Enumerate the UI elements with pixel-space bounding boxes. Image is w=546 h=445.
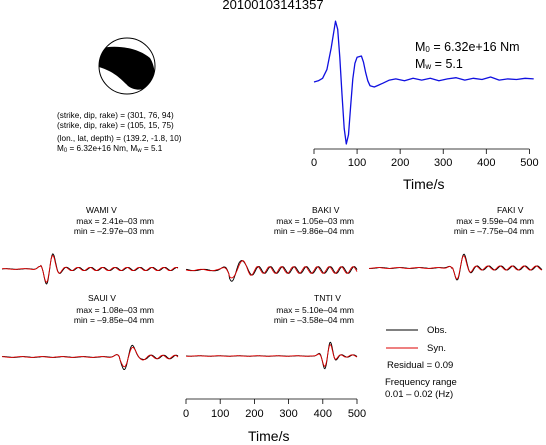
stf-x-tick-label: 400	[477, 157, 495, 169]
legend-syn: Syn.	[427, 343, 447, 354]
station-amp-wami: max = 2.41e–03 mm min = –2.97e–03 mm	[73, 216, 154, 236]
location-params: (lon., lat, depth) = (139.2, -1.8, 10)	[57, 134, 182, 143]
waveform-plot: 0 100 200 300 400 500	[1, 253, 543, 420]
figure-title: 20100103141357	[222, 0, 324, 12]
station-amp-tnti: max = 5.10e–04 mm min = –3.58e–04 mm	[273, 305, 354, 325]
waveform-wami-syn	[2, 254, 179, 283]
waveform-baki-syn	[185, 260, 358, 279]
station-label-baki: BAKI V	[312, 205, 340, 215]
waveform-x-tick-label: 200	[245, 408, 263, 420]
legend-obs: Obs.	[427, 325, 448, 336]
stf-x-tick-label: 500	[520, 157, 538, 169]
moment-params: M0 = 6.32e+16 Nm, Mw = 5.1	[57, 144, 163, 154]
station-label-wami: WAMI V	[86, 205, 117, 215]
stf-annotation: M0 = 6.32e+16 Nm Mw = 5.1	[415, 40, 520, 74]
waveform-x-tick-label: 0	[183, 408, 189, 420]
stf-series-line	[313, 20, 534, 145]
stf-x-tick-label: 0	[311, 157, 317, 169]
waveform-faki-syn	[369, 255, 543, 280]
frequency-range-value: 0.01 – 0.02 (Hz)	[385, 389, 454, 400]
station-amp-baki: max = 1.05e–03 mm min = –9.86e–04 mm	[273, 216, 354, 236]
stf-xlabel: Time/s	[403, 176, 445, 192]
source-parameters: (strike, dip, rake) = (301, 76, 94) (str…	[57, 111, 181, 156]
waveform-x-tick-label: 400	[314, 408, 332, 420]
station-amp-saui: max = 1.08e–03 mm min = –9.85e–04 mm	[73, 305, 154, 325]
frequency-range-label: Frequency range	[385, 377, 457, 388]
waveform-x-tick-label: 100	[211, 408, 229, 420]
station-label-saui: SAUI V	[88, 293, 116, 303]
station-amp-faki: max = 9.59e–04 mm min = –7.75e–04 mm	[453, 216, 534, 236]
stf-plot: 0 100 200 300 400 500	[311, 20, 539, 169]
station-label-faki: FAKI V	[497, 205, 524, 215]
beachball-compressional-quadrant	[99, 46, 155, 90]
waveform-x-tick-label: 500	[348, 408, 366, 420]
plane1-params: (strike, dip, rake) = (301, 76, 94)	[57, 111, 174, 120]
stf-magnitude: Mw = 5.1	[415, 57, 463, 71]
stf-moment: M0 = 6.32e+16 Nm	[415, 40, 520, 54]
waveform-xlabel: Time/s	[248, 428, 290, 444]
residual-label: Residual = 0.09	[387, 360, 454, 371]
stf-x-tick-label: 300	[434, 157, 452, 169]
stf-x-tick-label: 200	[391, 157, 409, 169]
waveform-saui-syn	[1, 346, 179, 368]
stf-x-tick-label: 100	[348, 157, 366, 169]
station-label-tnti: TNTI V	[314, 293, 341, 303]
waveform-tnti-syn	[186, 344, 358, 367]
plane2-params: (strike, dip, rake) = (105, 15, 75)	[57, 121, 174, 130]
waveform-x-tick-label: 300	[279, 408, 297, 420]
focal-mechanism-beachball	[98, 37, 156, 95]
